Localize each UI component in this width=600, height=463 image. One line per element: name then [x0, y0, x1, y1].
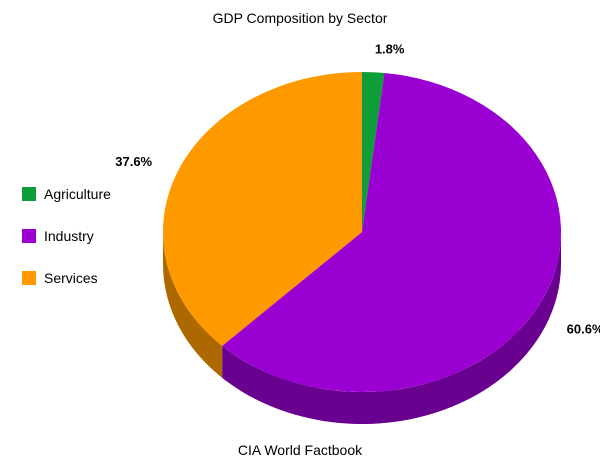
- legend-swatch-agriculture: [22, 187, 36, 201]
- chart-source: CIA World Factbook: [237, 442, 363, 458]
- pie-slices: [162, 72, 561, 393]
- pie-data-labels: 1.8% 60.6% 37.6%: [115, 41, 600, 336]
- legend-label-industry: Industry: [44, 228, 94, 244]
- pie-slice-agriculture: [362, 72, 385, 232]
- legend-swatch-industry: [22, 229, 36, 243]
- pie-side-industry: [222, 232, 561, 425]
- legend: Agriculture Industry Services: [22, 186, 111, 312]
- pie-side-walls: [163, 232, 561, 425]
- pie-slice-services: [162, 72, 362, 346]
- pie-side-services: [163, 232, 223, 378]
- legend-label-agriculture: Agriculture: [44, 186, 111, 202]
- legend-item-services: Services: [22, 270, 111, 286]
- pie-slice-industry: [222, 73, 561, 393]
- legend-item-industry: Industry: [22, 228, 111, 244]
- data-label-services: 37.6%: [115, 154, 152, 169]
- legend-label-services: Services: [44, 270, 98, 286]
- data-label-industry: 60.6%: [567, 321, 600, 336]
- data-label-agriculture: 1.8%: [375, 41, 405, 56]
- legend-swatch-services: [22, 271, 36, 285]
- chart-title: GDP Composition by Sector: [212, 10, 388, 26]
- legend-item-agriculture: Agriculture: [22, 186, 111, 202]
